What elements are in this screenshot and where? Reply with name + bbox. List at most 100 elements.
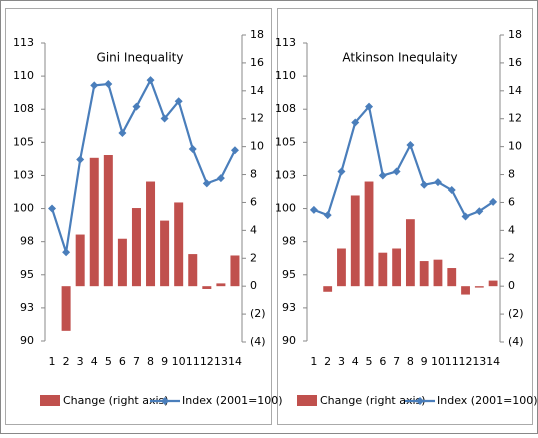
bar <box>378 252 388 287</box>
index-marker <box>489 197 498 206</box>
chart-title: Atkinson Inequlaity <box>342 51 457 65</box>
y-tick-label: 95 <box>20 268 34 281</box>
index-marker <box>48 204 57 213</box>
legend-label: Change (right axis) <box>320 394 426 407</box>
y-tick-label: 103 <box>275 168 296 181</box>
y2-tick-label: 12 <box>250 112 264 125</box>
y2-tick-label: 0 <box>508 279 515 292</box>
x-tick-label: 6 <box>379 355 386 368</box>
index-marker <box>420 180 429 189</box>
bar <box>364 181 374 287</box>
y2-tick-label: 2 <box>508 251 515 264</box>
x-tick-label: 11 <box>186 355 200 368</box>
x-tick-label: 2 <box>324 355 331 368</box>
index-marker <box>76 155 85 164</box>
bar <box>202 286 212 289</box>
y-tick-label: 95 <box>282 268 296 281</box>
legend-marker <box>416 397 424 405</box>
index-marker <box>406 140 415 149</box>
bar <box>216 283 226 287</box>
index-marker <box>160 114 169 123</box>
y-tick-label: 100 <box>13 202 34 215</box>
y-tick-label: 98 <box>20 235 34 248</box>
bar <box>323 286 333 292</box>
y-tick-label: 108 <box>275 102 296 115</box>
x-tick-label: 4 <box>91 355 98 368</box>
index-marker <box>337 167 346 176</box>
index-marker <box>447 186 456 195</box>
bar <box>461 286 470 295</box>
y2-tick-label: (2) <box>508 307 524 320</box>
x-tick-label: 1 <box>310 355 317 368</box>
index-marker <box>433 178 442 187</box>
bar <box>392 248 402 287</box>
y2-tick-label: (4) <box>508 335 524 348</box>
bar <box>146 181 156 287</box>
x-tick-label: 3 <box>338 355 345 368</box>
panel <box>5 8 272 425</box>
index-marker <box>365 102 374 111</box>
x-tick-label: 4 <box>352 355 359 368</box>
y-tick-label: 100 <box>275 202 296 215</box>
bar <box>433 259 443 287</box>
y-tick-label: 98 <box>282 235 296 248</box>
x-tick-label: 13 <box>472 355 486 368</box>
bar <box>419 261 429 287</box>
y-tick-label: 90 <box>20 334 34 347</box>
y-tick-label: 103 <box>13 168 34 181</box>
y-tick-label: 110 <box>13 69 34 82</box>
y2-tick-label: 18 <box>250 28 264 41</box>
index-marker <box>90 81 99 90</box>
x-tick-label: 8 <box>407 355 414 368</box>
bar <box>174 202 184 287</box>
bar <box>117 238 127 287</box>
legend-marker <box>161 397 169 405</box>
y-tick-label: 113 <box>275 36 296 49</box>
index-marker <box>378 171 387 180</box>
index-marker <box>230 146 239 155</box>
index-marker <box>216 174 225 183</box>
x-tick-label: 14 <box>486 355 500 368</box>
y2-tick-label: 4 <box>508 223 515 236</box>
index-marker <box>188 144 197 153</box>
y-tick-label: 105 <box>275 135 296 148</box>
index-line <box>50 77 236 253</box>
x-tick-label: 6 <box>119 355 126 368</box>
x-tick-label: 10 <box>172 355 186 368</box>
x-tick-label: 2 <box>63 355 70 368</box>
bar <box>447 268 457 287</box>
y2-tick-label: 0 <box>250 279 257 292</box>
index-marker <box>146 76 155 85</box>
bar <box>350 195 360 287</box>
x-tick-label: 1 <box>49 355 56 368</box>
x-tick-label: 12 <box>200 355 214 368</box>
bar <box>488 280 498 287</box>
y-tick-label: 113 <box>13 36 34 49</box>
y2-tick-label: 10 <box>250 140 264 153</box>
legend-label: Index (2001=100) <box>437 394 538 407</box>
index-marker <box>202 179 211 188</box>
legend-swatch <box>297 395 317 406</box>
y2-tick-label: 4 <box>250 223 257 236</box>
index-marker <box>174 97 183 106</box>
bar <box>89 157 99 287</box>
legend-label: Change (right axis) <box>63 394 169 407</box>
y2-tick-label: 8 <box>250 168 257 181</box>
x-tick-label: 9 <box>421 355 428 368</box>
y2-tick-label: 10 <box>508 140 522 153</box>
index-marker <box>323 211 332 220</box>
bar <box>103 155 113 287</box>
index-marker <box>118 129 127 138</box>
y2-tick-label: (4) <box>250 335 266 348</box>
y2-tick-label: 6 <box>508 195 515 208</box>
index-marker <box>62 248 71 257</box>
index-marker <box>461 212 470 221</box>
y-tick-label: 93 <box>20 301 34 314</box>
index-marker <box>392 167 401 176</box>
y2-tick-label: 14 <box>250 84 264 97</box>
bar <box>337 248 346 287</box>
bar <box>61 286 71 331</box>
legend-swatch <box>40 395 60 406</box>
bar <box>405 219 415 287</box>
